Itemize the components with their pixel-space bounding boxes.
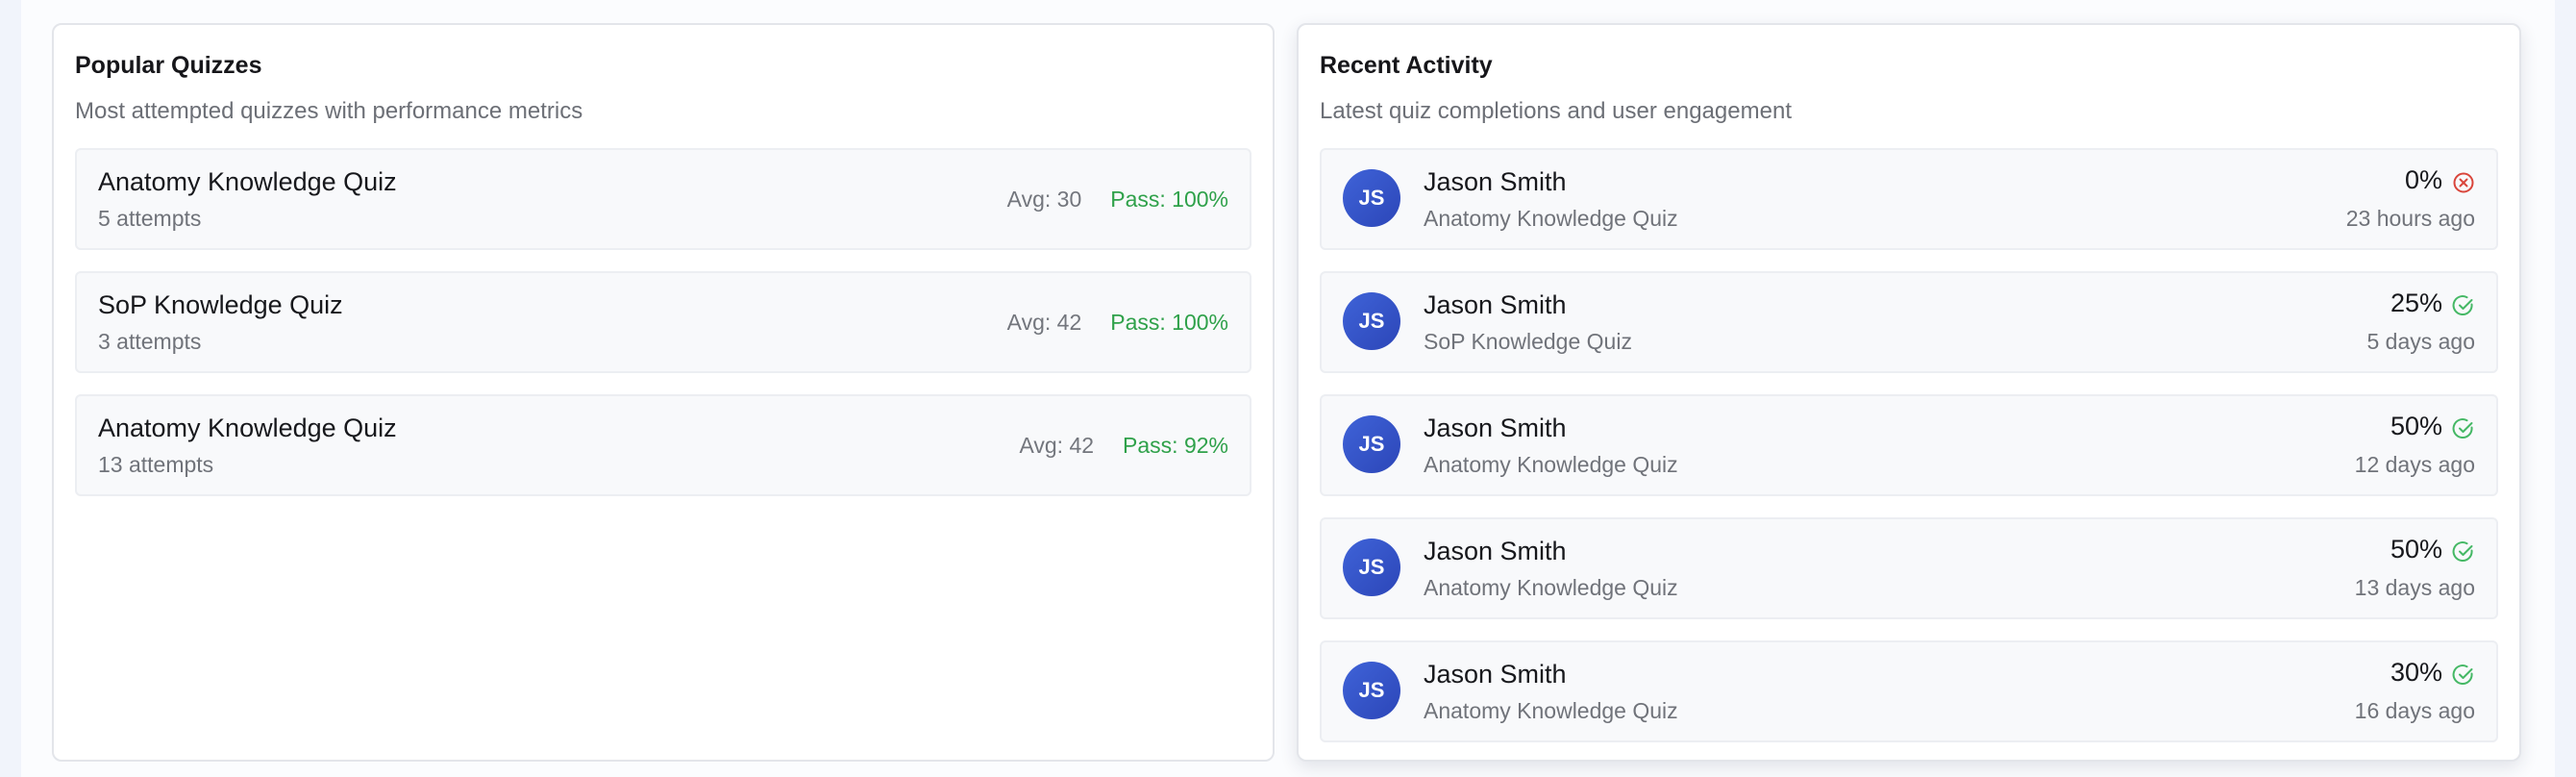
quiz-title: Anatomy Knowledge Quiz [98,414,397,442]
quiz-title: Anatomy Knowledge Quiz [98,167,397,196]
quiz-metrics: Avg: 30 Pass: 100% [1007,187,1228,213]
activity-score: 50% [2390,535,2442,564]
check-circle-icon [2452,541,2473,563]
popular-quiz-list: Anatomy Knowledge Quiz 5 attempts Avg: 3… [75,148,1251,517]
activity-time: 23 hours ago [2345,206,2475,231]
activity-quiz-name: Anatomy Knowledge Quiz [1424,206,1678,231]
quiz-metrics: Avg: 42 Pass: 92% [1019,433,1228,459]
user-name: Jason Smith [1424,537,1567,565]
avatar: JS [1343,539,1400,596]
quiz-avg: Avg: 42 [1006,310,1082,335]
avatar: JS [1343,662,1400,719]
activity-quiz-name: Anatomy Knowledge Quiz [1424,698,1678,723]
quiz-row[interactable]: Anatomy Knowledge Quiz 5 attempts Avg: 3… [75,148,1251,250]
card-subtitle: Most attempted quizzes with performance … [75,98,583,124]
card-subtitle: Latest quiz completions and user engagem… [1320,98,1792,124]
activity-row[interactable]: JS Jason Smith SoP Knowledge Quiz 25% 5 … [1320,271,2498,373]
user-name: Jason Smith [1424,660,1567,689]
quiz-avg: Avg: 42 [1019,433,1095,458]
quiz-metrics: Avg: 42 Pass: 100% [1007,310,1228,336]
activity-row[interactable]: JS Jason Smith Anatomy Knowledge Quiz 0%… [1320,148,2498,250]
activity-score: 0% [2404,165,2442,194]
avatar: JS [1343,169,1400,227]
activity-score: 50% [2390,412,2442,440]
card-title: Popular Quizzes [75,52,262,79]
activity-time: 13 days ago [2354,575,2475,600]
user-name: Jason Smith [1424,290,1567,319]
quiz-pass-rate: Pass: 100% [1110,310,1228,335]
activity-time: 16 days ago [2354,698,2475,723]
activity-quiz-name: SoP Knowledge Quiz [1424,329,1632,354]
activity-quiz-name: Anatomy Knowledge Quiz [1424,452,1678,477]
quiz-pass-rate: Pass: 100% [1110,187,1228,212]
card-title: Recent Activity [1320,52,1493,79]
activity-time: 5 days ago [2366,329,2475,354]
activity-score: 30% [2390,658,2442,687]
quiz-attempts: 3 attempts [98,329,202,354]
activity-time: 12 days ago [2354,452,2475,477]
quiz-pass-rate: Pass: 92% [1123,433,1228,458]
check-circle-icon [2452,664,2473,686]
check-circle-icon [2452,295,2473,316]
popular-quizzes-card: Popular Quizzes Most attempted quizzes w… [52,23,1275,762]
activity-list: JS Jason Smith Anatomy Knowledge Quiz 0%… [1320,148,2498,764]
recent-activity-card: Recent Activity Latest quiz completions … [1297,23,2521,762]
x-circle-icon [2453,172,2474,193]
quiz-row[interactable]: SoP Knowledge Quiz 3 attempts Avg: 42 Pa… [75,271,1251,373]
user-name: Jason Smith [1424,167,1567,196]
check-circle-icon [2452,418,2473,439]
quiz-attempts: 13 attempts [98,452,214,477]
activity-score: 25% [2390,288,2442,317]
avatar: JS [1343,292,1400,350]
quiz-row[interactable]: Anatomy Knowledge Quiz 13 attempts Avg: … [75,394,1251,496]
activity-row[interactable]: JS Jason Smith Anatomy Knowledge Quiz 50… [1320,517,2498,619]
quiz-title: SoP Knowledge Quiz [98,290,343,319]
avatar: JS [1343,415,1400,473]
activity-row[interactable]: JS Jason Smith Anatomy Knowledge Quiz 30… [1320,640,2498,742]
quiz-attempts: 5 attempts [98,206,202,231]
activity-quiz-name: Anatomy Knowledge Quiz [1424,575,1678,600]
quiz-avg: Avg: 30 [1006,187,1082,212]
activity-row[interactable]: JS Jason Smith Anatomy Knowledge Quiz 50… [1320,394,2498,496]
user-name: Jason Smith [1424,414,1567,442]
dashboard-page: Popular Quizzes Most attempted quizzes w… [21,0,2555,777]
